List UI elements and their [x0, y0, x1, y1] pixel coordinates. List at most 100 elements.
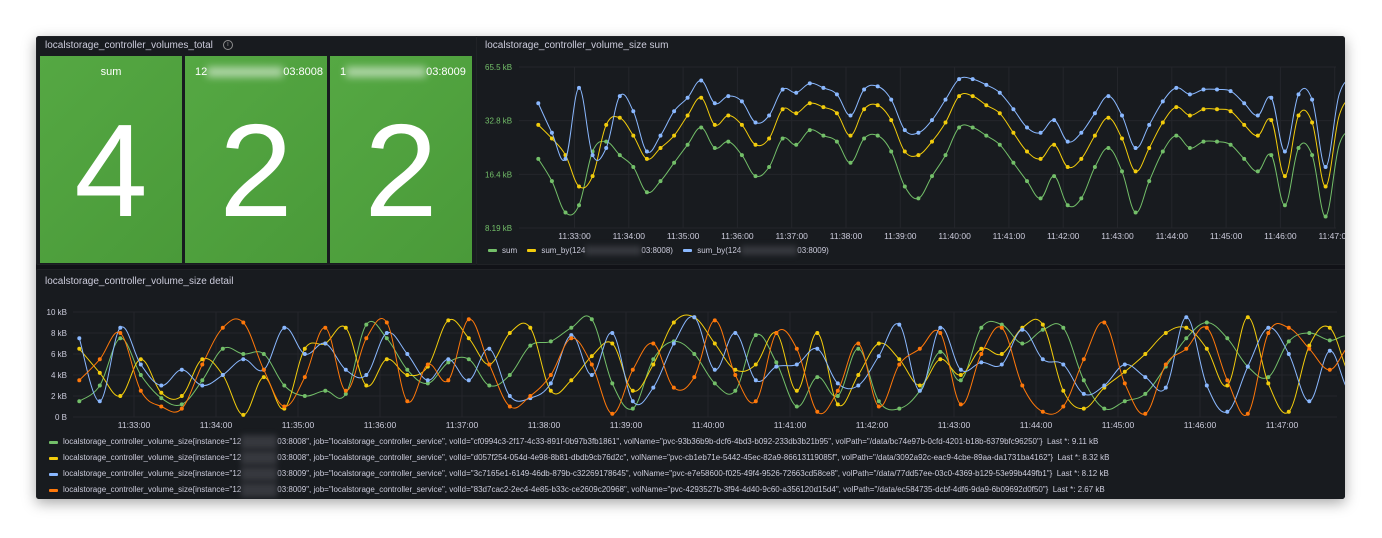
- detail-legend-item[interactable]: localstorage_controller_volume_size{inst…: [49, 451, 1110, 465]
- data-point: [364, 383, 369, 388]
- detail-legend-item[interactable]: localstorage_controller_volume_size{inst…: [49, 435, 1098, 449]
- data-point: [118, 331, 123, 335]
- data-point: [979, 346, 984, 351]
- data-point: [1204, 346, 1209, 351]
- data-point: [1201, 139, 1206, 144]
- data-point: [1245, 411, 1250, 416]
- data-point: [1282, 174, 1287, 179]
- x-tick-label: 11:45:00: [1210, 231, 1243, 241]
- data-point: [815, 331, 820, 335]
- data-point: [1038, 196, 1043, 201]
- data-point: [658, 146, 663, 150]
- data-point: [1147, 146, 1152, 150]
- data-point: [425, 378, 430, 383]
- data-point: [671, 341, 676, 346]
- data-point: [1065, 139, 1070, 144]
- data-point: [1147, 179, 1152, 184]
- data-point: [834, 139, 839, 144]
- data-point: [999, 352, 1004, 356]
- x-tick-label: 11:42:00: [856, 420, 889, 430]
- legend-item[interactable]: sum: [488, 246, 517, 255]
- stat-label-suffix: 03:8008: [283, 66, 324, 78]
- legend-item[interactable]: sum_by(124 03:8009): [683, 246, 829, 256]
- data-point: [220, 325, 225, 330]
- data-point: [835, 381, 840, 386]
- legend-swatch: [49, 440, 58, 444]
- volume-size-sum-panel[interactable]: localstorage_controller_volume_size sum …: [476, 36, 1345, 265]
- stat-instance-8009[interactable]: 1 03:8009 2: [330, 56, 472, 263]
- data-point: [569, 325, 574, 330]
- data-point: [364, 322, 369, 327]
- data-point: [549, 136, 554, 141]
- stat-sum[interactable]: sum 4: [40, 56, 182, 263]
- stat-label-text: sum: [100, 66, 122, 78]
- data-point: [1187, 113, 1192, 118]
- data-point: [774, 360, 779, 365]
- y-tick-label: 10 kB: [47, 308, 67, 317]
- x-tick-label: 11:40:00: [938, 231, 971, 241]
- data-point: [1052, 174, 1057, 179]
- info-icon[interactable]: i: [222, 40, 233, 51]
- data-point: [1011, 107, 1016, 112]
- x-tick-label: 11:39:00: [884, 231, 917, 241]
- data-point: [241, 320, 246, 325]
- detail-chart[interactable]: 0 B 2 kB 4 kB 6 kB 8 kB 10 kB 11:33:00 11:34:00…: [37, 270, 1345, 435]
- dashboard: localstorage_controller_volumes_total i s…: [36, 36, 1345, 499]
- data-point: [1245, 364, 1250, 369]
- data-point: [1184, 325, 1189, 330]
- data-point: [984, 82, 989, 87]
- data-point: [999, 322, 1004, 327]
- data-point: [487, 362, 492, 367]
- data-point: [405, 352, 410, 356]
- data-point: [1092, 165, 1097, 169]
- data-point: [159, 396, 164, 401]
- data-point: [1160, 120, 1165, 125]
- data-point: [753, 399, 758, 404]
- data-point: [712, 367, 717, 372]
- detail-legend-item[interactable]: localstorage_controller_volume_size{inst…: [49, 483, 1105, 497]
- data-point: [487, 383, 492, 388]
- data-point: [1255, 133, 1260, 138]
- data-point: [220, 373, 225, 377]
- data-point: [1204, 320, 1209, 325]
- data-point: [848, 160, 853, 165]
- detail-legend-item[interactable]: localstorage_controller_volume_size{inst…: [49, 467, 1109, 481]
- x-tick-label: 11:33:00: [558, 231, 591, 241]
- data-point: [446, 357, 451, 362]
- data-point: [1266, 331, 1271, 335]
- series-line-2: [78, 316, 1345, 413]
- data-point: [548, 388, 553, 393]
- data-point: [589, 354, 594, 359]
- data-point: [897, 362, 902, 367]
- data-point: [466, 317, 471, 322]
- data-point: [617, 153, 622, 158]
- data-point: [658, 133, 663, 138]
- volumes-total-panel[interactable]: localstorage_controller_volumes_total i s…: [36, 36, 477, 265]
- sum-chart[interactable]: 8.19 kB 16.4 kB 32.8 kB 65.5 kB 11:33:00 11:3…: [477, 37, 1345, 242]
- x-tick-label: 11:37:00: [446, 420, 479, 430]
- data-point: [179, 402, 184, 407]
- legend-item[interactable]: sum_by(124 03:8008): [527, 246, 673, 256]
- data-point: [1225, 383, 1230, 388]
- data-point: [261, 352, 266, 356]
- data-point: [118, 394, 123, 398]
- data-point: [957, 77, 962, 82]
- data-point: [862, 136, 867, 141]
- data-point: [97, 383, 102, 388]
- data-point: [610, 411, 615, 416]
- data-point: [685, 95, 690, 100]
- data-point: [685, 113, 690, 118]
- data-point: [712, 381, 717, 386]
- stat-instance-8008[interactable]: 12 03:8008 2: [185, 56, 327, 263]
- data-point: [644, 190, 649, 195]
- data-point: [821, 85, 826, 90]
- data-point: [1011, 130, 1016, 135]
- data-point: [821, 133, 826, 138]
- data-point: [1143, 411, 1148, 416]
- legend-label: sum: [502, 246, 518, 255]
- volume-size-detail-panel[interactable]: localstorage_controller_volume_size deta…: [36, 269, 1345, 499]
- data-point: [1160, 149, 1165, 154]
- data-point: [672, 133, 677, 138]
- data-point: [1225, 378, 1230, 383]
- data-point: [507, 404, 512, 409]
